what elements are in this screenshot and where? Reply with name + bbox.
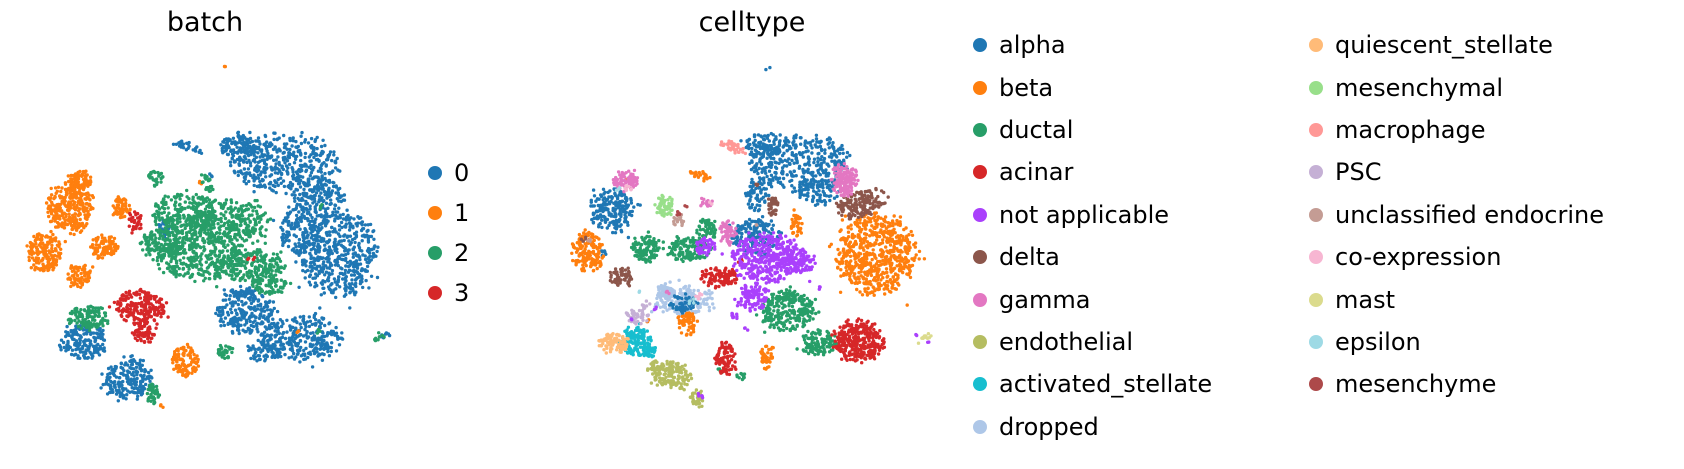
legend-label: 3 (454, 279, 470, 307)
legend-label: mesenchyme (1335, 370, 1497, 399)
legend-label: endothelial (999, 327, 1133, 356)
legend-color-dot-icon (428, 286, 442, 300)
legend-item: 2 (428, 233, 469, 273)
legend-item: 3 (428, 273, 469, 313)
legend-item: not applicable (973, 194, 1212, 236)
legend-label: activated_stellate (999, 370, 1213, 399)
plot-title-batch: batch (166, 7, 244, 38)
legend-color-dot-icon (973, 122, 987, 137)
legend-item: acinar (973, 151, 1212, 193)
legend-color-dot-icon (1309, 165, 1323, 180)
legend-color-dot-icon (1309, 250, 1323, 265)
legend-color-dot-icon (973, 250, 987, 265)
legend-item: unclassified endocrine (1309, 194, 1604, 236)
legend-color-dot-icon (428, 166, 442, 180)
legend-label: 0 (454, 159, 470, 187)
legend-color-dot-icon (973, 419, 987, 434)
legend-label: not applicable (999, 200, 1170, 229)
legend-color-dot-icon (973, 80, 987, 95)
legend-item: dropped (973, 406, 1212, 448)
legend-color-dot-icon (1309, 38, 1323, 53)
legend-label: beta (999, 73, 1054, 102)
legend-item: alpha (973, 24, 1212, 66)
legend-item: ductal (973, 109, 1212, 151)
panel-batch (25, 64, 392, 409)
celltype-legend-column-1: alpha beta ductal acinar not applicable delta… (973, 24, 1212, 448)
legend-label: gamma (999, 285, 1091, 314)
legend-label: quiescent_stellate (1335, 31, 1553, 60)
legend-label: delta (999, 243, 1060, 272)
legend-item: 0 (428, 153, 469, 193)
legend-color-dot-icon (973, 207, 987, 222)
legend-item: co-expression (1309, 236, 1604, 278)
legend-item: gamma (973, 278, 1212, 320)
celltype-legend-column-2: quiescent_stellate mesenchymal macrophage P… (1309, 24, 1604, 406)
legend-color-dot-icon (973, 292, 987, 307)
legend-label: acinar (999, 158, 1074, 187)
legend-item: beta (973, 66, 1212, 108)
panel-celltype (570, 65, 933, 409)
legend-item: 1 (428, 193, 469, 233)
legend-item: macrophage (1309, 109, 1604, 151)
legend-label: mesenchymal (1335, 73, 1503, 102)
legend-color-dot-icon (973, 38, 987, 53)
legend-item: endothelial (973, 321, 1212, 363)
legend-color-dot-icon (1309, 122, 1323, 137)
legend-label: macrophage (1335, 115, 1486, 144)
legend-color-dot-icon (973, 334, 987, 349)
legend-label: ductal (999, 115, 1074, 144)
legend-label: epsilon (1335, 327, 1421, 356)
legend-item: delta (973, 236, 1212, 278)
legend-item: epsilon (1309, 321, 1604, 363)
legend-item: mesenchymal (1309, 66, 1604, 108)
legend-color-dot-icon (1309, 334, 1323, 349)
legend-item: quiescent_stellate (1309, 24, 1604, 66)
legend-color-dot-icon (1309, 80, 1323, 95)
legend-color-dot-icon (973, 165, 987, 180)
legend-label: PSC (1335, 158, 1382, 187)
legend-item: mast (1309, 278, 1604, 320)
legend-color-dot-icon (1309, 207, 1323, 222)
legend-color-dot-icon (1309, 377, 1323, 392)
legend-label: 1 (454, 199, 470, 227)
batch-legend: 0 1 2 3 (428, 153, 469, 313)
legend-label: unclassified endocrine (1335, 200, 1605, 229)
legend-color-dot-icon (428, 206, 442, 220)
legend-label: dropped (999, 412, 1099, 441)
legend-label: alpha (999, 31, 1066, 60)
legend-label: co-expression (1335, 243, 1502, 272)
legend-item: PSC (1309, 151, 1604, 193)
legend-item: activated_stellate (973, 363, 1212, 405)
legend-color-dot-icon (973, 377, 987, 392)
plot-title-celltype: celltype (698, 7, 806, 38)
legend-item: mesenchyme (1309, 363, 1604, 405)
legend-color-dot-icon (1309, 292, 1323, 307)
legend-color-dot-icon (428, 246, 442, 260)
legend-label: mast (1335, 285, 1395, 314)
legend-label: 2 (454, 239, 470, 267)
